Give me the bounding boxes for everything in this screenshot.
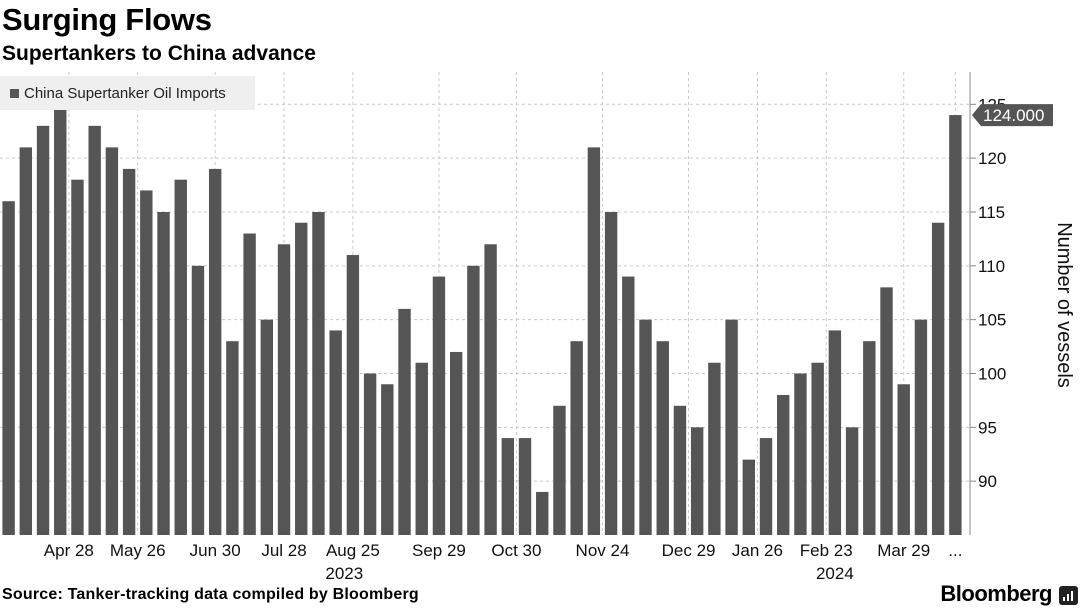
bar	[243, 233, 256, 535]
chart-subtitle: Supertankers to China advance	[2, 42, 316, 65]
x-tick-label: Mar 29	[877, 541, 930, 560]
bar	[897, 384, 910, 535]
bar	[656, 341, 669, 535]
bar	[553, 405, 566, 535]
bar	[122, 168, 136, 535]
bar	[880, 287, 893, 535]
bar	[742, 459, 755, 535]
x-tick-label: Jan 26	[732, 541, 783, 560]
y-tick-label: 110	[978, 257, 1005, 276]
bar	[690, 427, 704, 535]
bar	[949, 115, 962, 536]
bar	[604, 211, 618, 535]
y-tick-label: 90	[978, 472, 997, 491]
x-year-label: 2024	[816, 564, 854, 583]
brand-logo-text: Bloomberg	[940, 581, 1052, 606]
x-tick-label: Nov 24	[576, 541, 630, 560]
bar	[501, 438, 515, 535]
bloomberg-bars-icon	[1059, 586, 1078, 605]
bar	[587, 147, 601, 536]
bar	[312, 211, 325, 535]
last-value-label: 124.000	[983, 106, 1044, 125]
bar	[2, 201, 15, 536]
bar	[931, 222, 945, 535]
bar	[226, 341, 239, 535]
x-tick-label: Sep 29	[412, 541, 466, 560]
bar	[622, 276, 635, 535]
bar	[759, 438, 773, 535]
bar	[467, 265, 480, 535]
bar	[415, 362, 428, 535]
y-axis-title: Number of vessels	[1053, 222, 1075, 388]
x-tick-label: Apr 28	[44, 541, 94, 560]
bar	[295, 222, 308, 535]
bar	[140, 190, 153, 535]
bar	[363, 373, 377, 535]
x-tick-label: Dec 29	[662, 541, 716, 560]
bar	[484, 244, 497, 536]
bar	[191, 265, 205, 535]
bar	[260, 319, 274, 535]
bar	[518, 438, 532, 535]
bar	[570, 341, 583, 535]
bar	[725, 319, 738, 535]
legend-swatch	[10, 88, 19, 98]
bar	[845, 427, 859, 535]
last-value-callout	[972, 104, 1053, 127]
bar	[828, 330, 842, 535]
legend-label: China Supertanker Oil Imports	[24, 84, 226, 102]
bar	[863, 341, 876, 535]
chart-title: Surging Flows	[2, 2, 212, 37]
x-tick-label: ...	[948, 541, 962, 560]
bar	[54, 104, 67, 536]
chart-legend: China Supertanker Oil Imports	[0, 76, 255, 110]
y-tick-label: 105	[978, 311, 1006, 330]
x-tick-label: Aug 25	[326, 541, 380, 560]
bar	[398, 308, 411, 535]
y-tick-label: 100	[978, 364, 1006, 383]
bar-series	[2, 104, 962, 536]
x-tick-label: Oct 30	[491, 541, 541, 560]
bar	[381, 384, 394, 535]
bar	[19, 147, 33, 536]
bar	[777, 395, 790, 535]
y-tick-label: 115	[978, 203, 1005, 222]
x-tick-label: Jun 30	[190, 541, 241, 560]
bar	[536, 491, 549, 535]
bar	[794, 373, 807, 535]
x-tick-label: Feb 23	[800, 541, 853, 560]
bar	[673, 405, 687, 535]
bar	[174, 179, 187, 535]
source-note: Source: Tanker-tracking data compiled by…	[2, 586, 419, 603]
bar	[208, 168, 222, 535]
bar	[432, 276, 446, 535]
x-tick-label: May 26	[110, 541, 166, 560]
bar	[329, 330, 342, 535]
y-tick-label: 95	[978, 418, 997, 437]
bar	[105, 147, 119, 536]
bar	[71, 179, 84, 535]
bar	[346, 255, 360, 535]
bar	[277, 244, 291, 536]
bar	[88, 125, 101, 535]
y-tick-label: 120	[978, 149, 1006, 168]
bar	[914, 319, 928, 535]
bar	[449, 351, 463, 535]
bar	[639, 319, 652, 535]
x-year-label: 2023	[325, 564, 363, 583]
bar	[708, 362, 721, 535]
bar	[36, 125, 50, 535]
bar	[157, 211, 170, 535]
bar	[811, 362, 824, 535]
x-tick-label: Jul 28	[261, 541, 306, 560]
